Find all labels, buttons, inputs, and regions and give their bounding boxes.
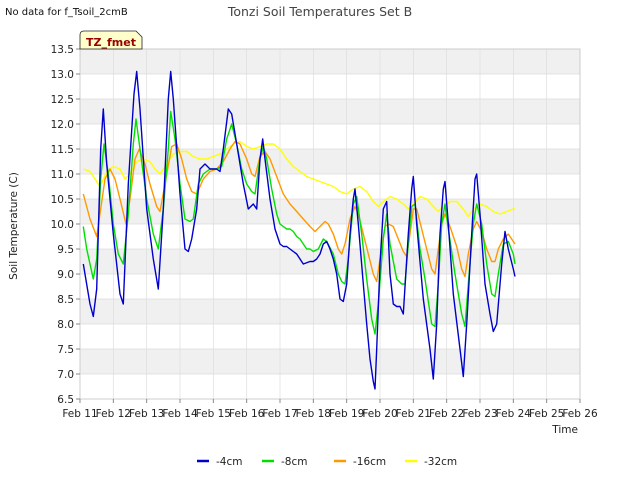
y-tick-label: 9.5 (57, 244, 74, 256)
x-tick-label: Feb 15 (196, 408, 231, 420)
legend-label: -4cm (216, 456, 242, 468)
x-tick-label: Feb 24 (496, 408, 532, 420)
background-band (80, 349, 580, 374)
y-tick-label: 12.5 (51, 94, 74, 106)
x-tick-label: Feb 25 (529, 408, 564, 420)
y-tick-label: 7.0 (57, 369, 74, 381)
x-tick-label: Feb 16 (229, 408, 265, 420)
x-tick-label: Feb 26 (562, 408, 598, 420)
series-lines (82, 70, 516, 390)
legend-label: -32cm (424, 456, 457, 468)
chart-title: Tonzi Soil Temperatures Set B (227, 4, 413, 19)
legend: -4cm -8cm -16cm -32cm (197, 456, 457, 468)
y-tick-label: 13.5 (51, 44, 74, 56)
background-band (80, 99, 580, 124)
y-tick-label: 7.5 (57, 344, 74, 356)
x-tick-label: Feb 17 (262, 408, 297, 420)
x-tick-label: Feb 11 (62, 408, 97, 420)
x-tick-label: Feb 23 (462, 408, 497, 420)
y-tick-label: 8.0 (57, 319, 74, 331)
legend-label: -16cm (353, 456, 386, 468)
site-badge: TZ_fmet (79, 30, 143, 50)
no-data-note: No data for f_Tsoil_2cmB (5, 7, 128, 18)
badge-label: TZ_fmet (86, 36, 136, 49)
y-tick-label: 11.0 (51, 169, 74, 181)
x-tick-label: Feb 21 (396, 408, 431, 420)
y-tick-label: 11.5 (51, 144, 74, 156)
x-tick-label: Feb 12 (96, 408, 131, 420)
x-tick-label: Feb 13 (129, 408, 164, 420)
background-band (80, 149, 580, 174)
y-tick-label: 10.5 (51, 194, 74, 206)
y-axis-ticks: 6.5 7.0 7.5 8.0 8.5 9.0 9.5 10.0 10.5 11.0 11.5 12.… (51, 44, 80, 406)
x-tick-label: Feb 20 (362, 408, 397, 420)
x-tick-label: Feb 14 (162, 408, 198, 420)
y-tick-label: 12.0 (51, 119, 74, 131)
background-band (80, 299, 580, 324)
x-tick-label: Feb 19 (329, 408, 364, 420)
y-tick-label: 6.5 (57, 394, 74, 406)
y-tick-label: 13.0 (51, 69, 74, 81)
series-line-minus-4cm (82, 70, 516, 390)
y-tick-label: 10.0 (51, 219, 74, 231)
x-axis-label: Time (551, 424, 578, 436)
x-tick-label: Feb 22 (429, 408, 464, 420)
series-line-minus-8cm (82, 110, 516, 335)
x-tick-label: Feb 18 (296, 408, 331, 420)
badge-box (79, 30, 143, 50)
background-band (80, 49, 580, 74)
series-line-minus-16cm (82, 140, 516, 283)
y-tick-label: 9.0 (57, 269, 74, 281)
y-axis-label: Soil Temperature (C) (8, 172, 20, 280)
legend-label: -8cm (281, 456, 307, 468)
y-tick-label: 8.5 (57, 294, 74, 306)
